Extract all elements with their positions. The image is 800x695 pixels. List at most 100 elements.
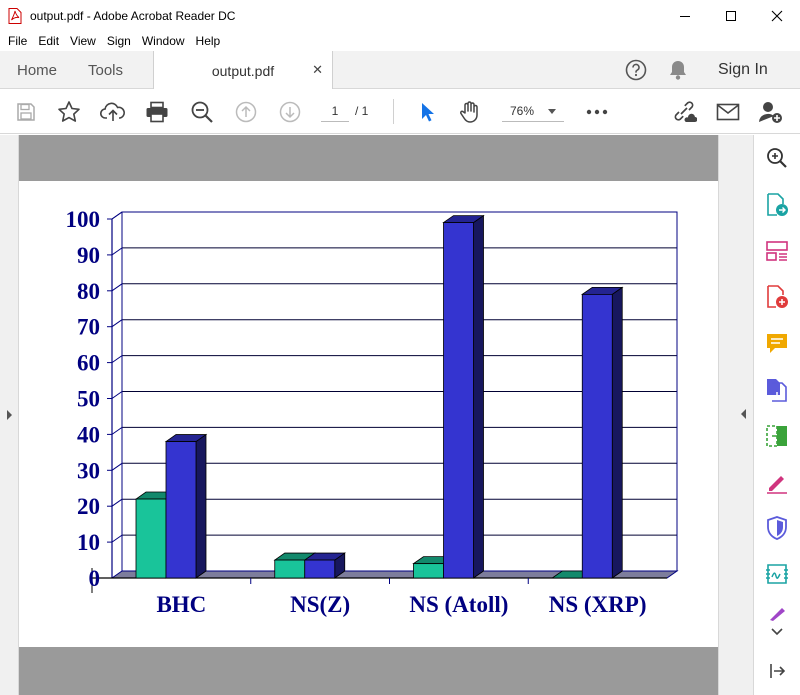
- printer-icon: [146, 101, 168, 122]
- bar: [164, 433, 208, 579]
- menu-window[interactable]: Window: [141, 34, 185, 48]
- tools-pane: [753, 135, 800, 695]
- bookmark-button[interactable]: [56, 89, 82, 134]
- minimize-button[interactable]: [662, 0, 708, 31]
- tab-document[interactable]: output.pdf ✕: [153, 51, 333, 90]
- gridline-side: [111, 534, 123, 543]
- menu-sign[interactable]: Sign: [106, 34, 131, 48]
- gridline-side: [111, 283, 123, 292]
- y-axis-top: [111, 211, 123, 220]
- more-tools-button[interactable]: [584, 89, 610, 134]
- select-tool-button[interactable]: [414, 89, 440, 134]
- share-link-button[interactable]: [670, 89, 698, 134]
- add-user-button[interactable]: [757, 89, 785, 134]
- help-button[interactable]: [625, 51, 647, 89]
- toolbar-divider: [393, 99, 394, 124]
- user-add-icon: [758, 101, 782, 123]
- x-axis-tick-labels: BHC NS(Z) NS (Atoll) NS (XRP): [156, 592, 646, 617]
- bar-front: [413, 563, 444, 579]
- maximize-button[interactable]: [708, 0, 754, 31]
- save-button[interactable]: [13, 89, 39, 134]
- protect-shield-icon[interactable]: [764, 515, 790, 541]
- magnifier-zoom-out-icon: [191, 101, 213, 123]
- y-tick-label: 30: [77, 458, 100, 483]
- page-total: / 1: [355, 104, 369, 118]
- star-icon: [58, 100, 80, 122]
- help-icon: [625, 59, 647, 81]
- cloud-upload-icon: [100, 102, 125, 121]
- right-panel-toggle-strip[interactable]: [718, 135, 753, 695]
- tab-document-label: output.pdf: [211, 62, 275, 79]
- left-panel-toggle-strip[interactable]: [0, 135, 19, 695]
- zoom-in-search-icon[interactable]: [764, 145, 790, 171]
- hand-icon: [460, 100, 478, 123]
- y-tick-label: 80: [77, 279, 100, 304]
- close-icon: [771, 10, 783, 21]
- bar-front: [443, 222, 474, 579]
- gridline-side: [111, 319, 123, 328]
- edit-pencil-icon[interactable]: [764, 603, 790, 621]
- previous-page-button[interactable]: [233, 89, 259, 134]
- gridline-side: [111, 462, 123, 471]
- bar: [303, 552, 347, 579]
- close-button[interactable]: [754, 0, 800, 31]
- print-button[interactable]: [144, 89, 170, 134]
- gridline-side: [111, 498, 123, 507]
- combine-files-icon[interactable]: [764, 377, 790, 403]
- expand-left-panel-icon[interactable]: [7, 410, 12, 420]
- send-for-signature-icon[interactable]: [764, 561, 790, 587]
- link-cloud-icon: [674, 100, 697, 122]
- hand-tool-button[interactable]: [457, 89, 483, 134]
- toolbar: 1 / 1 76%: [0, 89, 800, 134]
- pdf-page: 0 10 20 30 40 50 60 70 80 90 100 BHC NS(Z) NS (Atoll…: [19, 181, 718, 647]
- ellipsis-icon: [586, 109, 608, 114]
- arrow-up-circle-icon: [235, 101, 257, 122]
- sign-in-button[interactable]: Sign In: [718, 61, 768, 78]
- bar-chart: 0 10 20 30 40 50 60 70 80 90 100 BHC NS(Z) NS (Atoll…: [66, 207, 679, 617]
- y-tick-label: 40: [77, 422, 100, 447]
- cursor-arrow-icon: [422, 102, 434, 121]
- upload-button[interactable]: [100, 89, 126, 134]
- compress-pdf-icon[interactable]: [764, 423, 790, 449]
- menu-edit[interactable]: Edit: [38, 34, 60, 48]
- x-tick-label: NS (XRP): [549, 592, 647, 617]
- next-page-button[interactable]: [277, 89, 303, 134]
- page-number-input[interactable]: 1: [321, 101, 349, 122]
- bar-front: [274, 559, 306, 579]
- fill-sign-icon[interactable]: [764, 469, 790, 495]
- x-tick-label: BHC: [156, 592, 206, 617]
- comment-icon[interactable]: [764, 331, 790, 357]
- window-title: output.pdf - Adobe Acrobat Reader DC: [30, 8, 236, 23]
- envelope-icon: [716, 103, 740, 120]
- create-pdf-icon[interactable]: [764, 284, 790, 310]
- tab-tools[interactable]: Tools: [88, 61, 124, 79]
- y-tick-label: 20: [77, 494, 100, 519]
- menu-file[interactable]: File: [8, 34, 28, 48]
- y-tick-label: 50: [77, 387, 100, 412]
- bar-front: [135, 498, 167, 579]
- bar-front: [304, 559, 336, 579]
- organize-pages-icon[interactable]: [764, 238, 790, 264]
- close-tab-icon[interactable]: ✕: [312, 62, 323, 77]
- collapse-right-panel-icon[interactable]: [741, 409, 746, 419]
- collapse-pane-icon[interactable]: [764, 658, 790, 684]
- zoom-search-button[interactable]: [189, 89, 215, 134]
- y-tick-label: 60: [77, 351, 100, 376]
- acrobat-pdf-icon: [8, 7, 22, 24]
- arrow-down-circle-icon: [279, 101, 301, 122]
- export-pdf-icon[interactable]: [764, 192, 790, 218]
- email-button[interactable]: [714, 89, 742, 134]
- menu-bar: File Edit View Sign Window Help: [0, 31, 800, 51]
- tab-home[interactable]: Home: [17, 61, 58, 79]
- bar-side: [473, 214, 484, 579]
- zoom-select[interactable]: 76%: [502, 101, 564, 122]
- tab-bar: Home Tools output.pdf ✕ Sign In: [0, 51, 800, 90]
- zoom-value: 76%: [510, 104, 535, 118]
- bell-icon: [670, 61, 686, 80]
- chevron-down-icon: [548, 109, 556, 114]
- menu-view[interactable]: View: [70, 34, 96, 48]
- minimize-icon: [680, 15, 690, 17]
- menu-help[interactable]: Help: [195, 34, 221, 48]
- notifications-button[interactable]: [668, 51, 688, 89]
- chevron-down-icon[interactable]: [764, 625, 790, 639]
